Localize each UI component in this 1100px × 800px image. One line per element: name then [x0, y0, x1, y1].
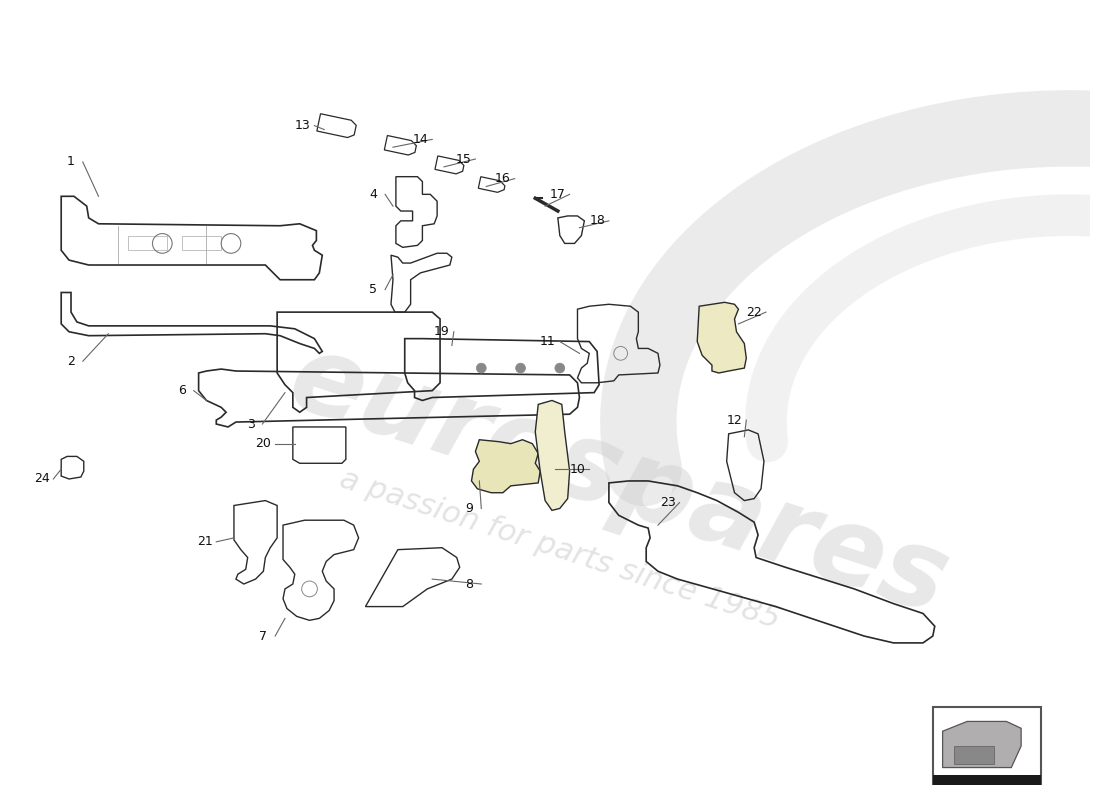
- Text: a passion for parts since 1985: a passion for parts since 1985: [337, 465, 783, 634]
- Circle shape: [554, 363, 564, 373]
- Text: 21: 21: [197, 535, 212, 548]
- Text: 24: 24: [34, 473, 50, 486]
- Text: 11: 11: [540, 335, 556, 348]
- Polygon shape: [472, 440, 540, 493]
- Text: 23: 23: [660, 496, 675, 509]
- Text: 22: 22: [746, 306, 762, 318]
- Polygon shape: [943, 722, 1021, 767]
- Text: 7: 7: [260, 630, 267, 642]
- Text: 825 02: 825 02: [955, 783, 1019, 800]
- Text: 5: 5: [370, 283, 377, 296]
- Text: 20: 20: [255, 437, 272, 450]
- Circle shape: [516, 363, 526, 373]
- Text: eurospares: eurospares: [276, 325, 961, 638]
- Bar: [933, 706, 1041, 800]
- Text: 2: 2: [67, 354, 75, 368]
- Bar: [955, 746, 993, 764]
- Text: 10: 10: [570, 462, 585, 476]
- Polygon shape: [536, 401, 570, 510]
- Text: 16: 16: [495, 172, 510, 185]
- Text: 1: 1: [67, 155, 75, 169]
- Text: 18: 18: [590, 214, 605, 227]
- Text: 15: 15: [455, 153, 472, 166]
- Text: 14: 14: [412, 133, 428, 146]
- Circle shape: [476, 363, 486, 373]
- Bar: [182, 235, 221, 250]
- Text: 4: 4: [370, 188, 377, 201]
- Polygon shape: [697, 302, 746, 373]
- Text: 13: 13: [295, 119, 310, 132]
- Text: 6: 6: [178, 384, 186, 397]
- Text: 17: 17: [550, 188, 565, 201]
- Text: 8: 8: [465, 578, 473, 590]
- Text: 19: 19: [434, 326, 450, 338]
- Bar: [128, 235, 167, 250]
- Text: 9: 9: [465, 502, 473, 515]
- Text: 12: 12: [727, 414, 742, 426]
- Bar: [933, 775, 1041, 800]
- Text: 3: 3: [246, 418, 254, 430]
